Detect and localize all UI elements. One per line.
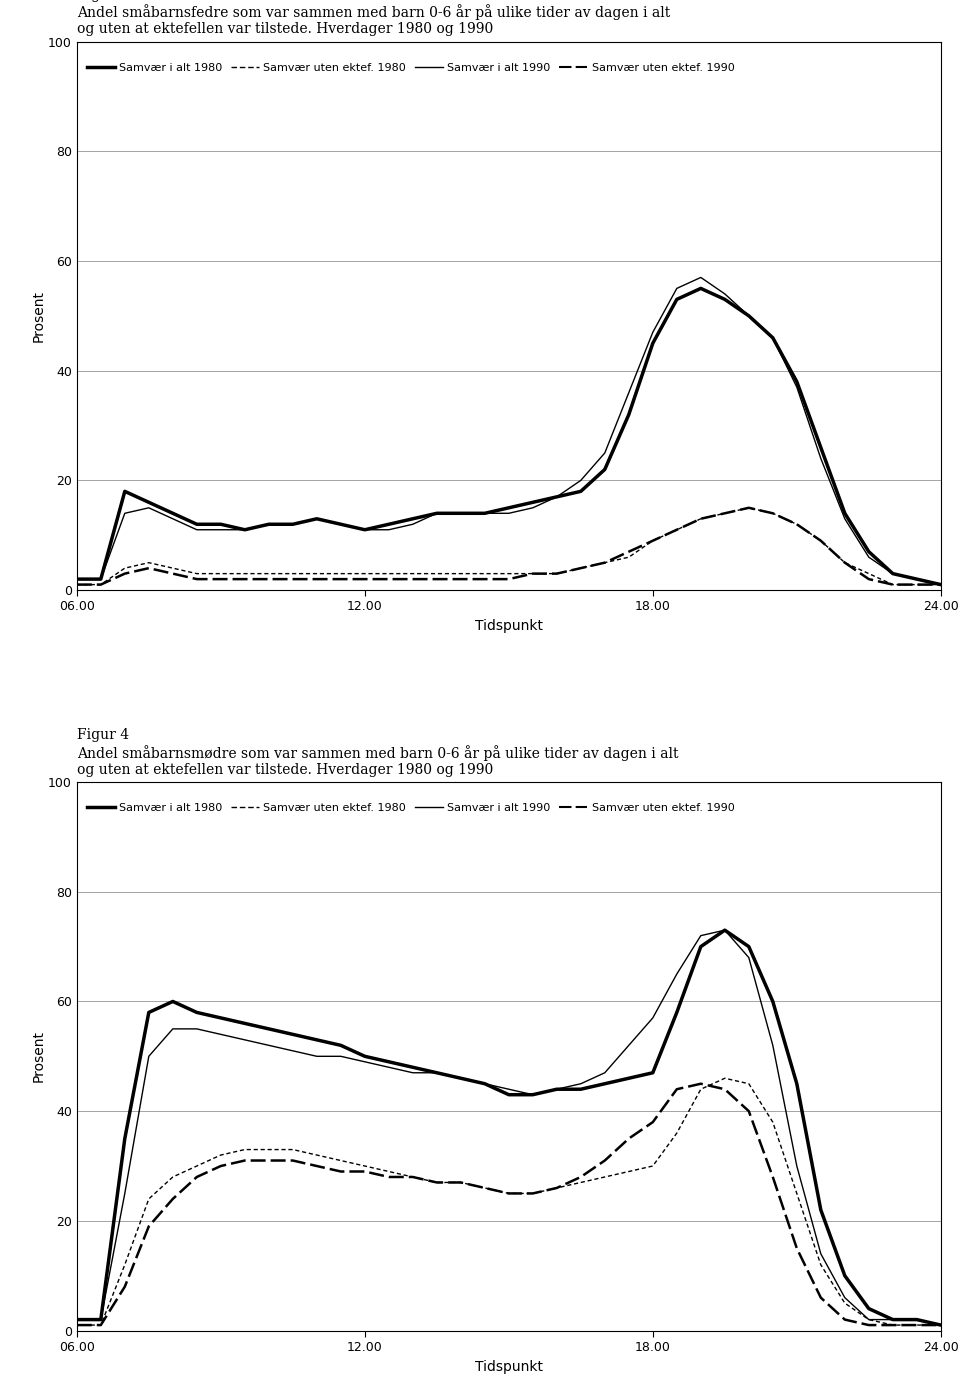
Text: Figur 3
Andel småbarnsfedre som var sammen med barn 0-6 år på ulike tider av dag: Figur 3 Andel småbarnsfedre som var samm… (77, 0, 670, 36)
X-axis label: Tidspunkt: Tidspunkt (475, 620, 542, 633)
Y-axis label: Prosent: Prosent (32, 290, 45, 342)
Y-axis label: Prosent: Prosent (32, 1030, 45, 1082)
X-axis label: Tidspunkt: Tidspunkt (475, 1360, 542, 1374)
Legend: Samvær i alt 1980, Samvær uten ektef. 1980, Samvær i alt 1990, Samvær uten ektef: Samvær i alt 1980, Samvær uten ektef. 19… (83, 798, 739, 818)
Text: Figur 4
Andel småbarnsmødre som var sammen med barn 0-6 år på ulike tider av dag: Figur 4 Andel småbarnsmødre som var samm… (77, 728, 679, 776)
Legend: Samvær i alt 1980, Samvær uten ektef. 1980, Samvær i alt 1990, Samvær uten ektef: Samvær i alt 1980, Samvær uten ektef. 19… (83, 58, 739, 78)
